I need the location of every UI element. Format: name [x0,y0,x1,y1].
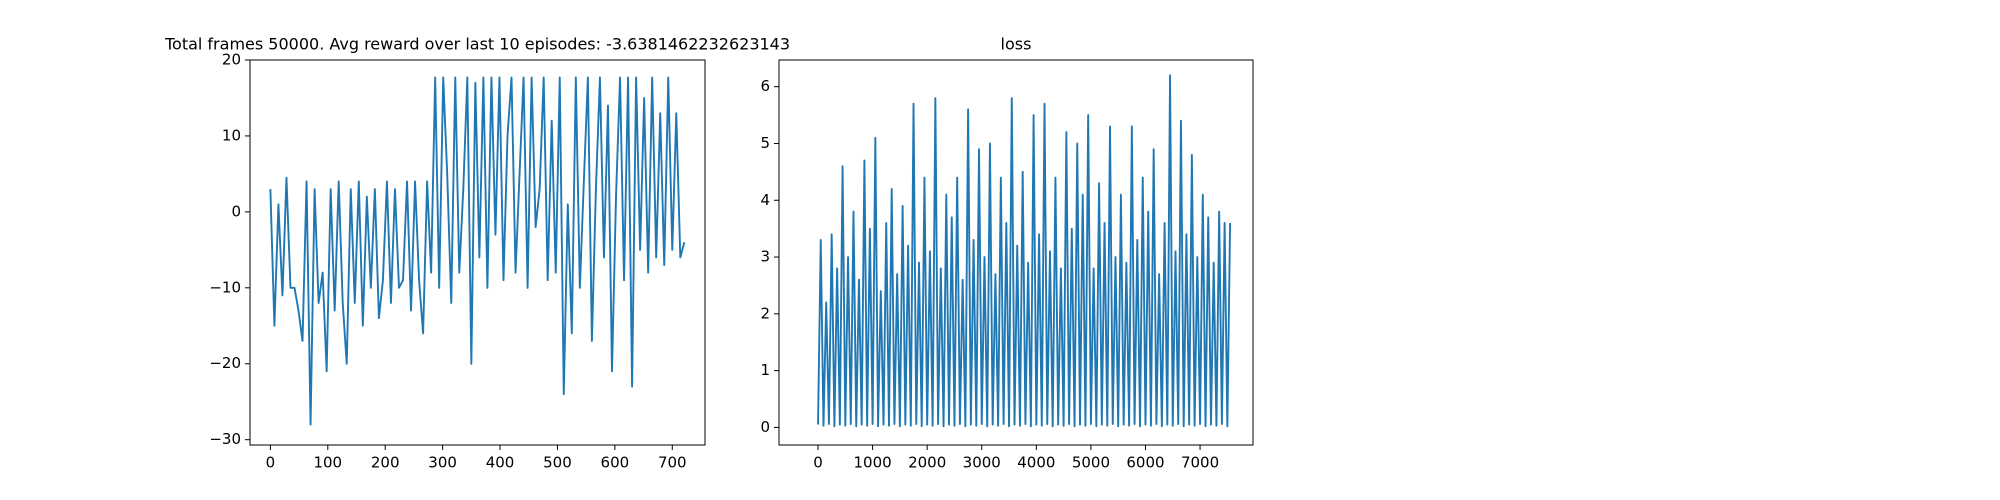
x-tick-label: 500 [543,454,572,472]
y-tick-label: 0 [231,202,241,220]
y-tick-label: −20 [209,354,241,372]
x-tick-label: 0 [266,454,276,472]
x-tick-label: 5000 [1072,454,1110,472]
axes-frame [778,59,1254,446]
y-tick-label: 5 [760,134,770,152]
y-tick-label: 6 [760,77,770,95]
x-tick-label: 2000 [908,454,946,472]
y-tick-label: 10 [222,126,241,144]
x-tick-label: 0 [813,454,823,472]
y-tick-label: 2 [760,304,770,322]
y-tick-label: −30 [209,430,241,448]
x-tick-label: 4000 [1017,454,1055,472]
x-tick-label: 6000 [1126,454,1164,472]
data-line [269,76,686,426]
x-tick-label: 200 [371,454,400,472]
y-tick-label: 1 [760,361,770,379]
data-line [817,74,1232,428]
y-tick-label: 20 [222,51,241,69]
y-tick-label: 3 [760,248,770,266]
axes-frame [249,59,706,446]
y-tick-label: 0 [760,418,770,436]
x-tick-label: 600 [601,454,630,472]
x-tick-label: 100 [313,454,342,472]
chart-title: loss [1001,35,1032,54]
x-tick-label: 300 [428,454,457,472]
x-tick-label: 7000 [1181,454,1219,472]
x-tick-label: 400 [486,454,515,472]
chart-title: Total frames 50000. Avg reward over last… [164,35,790,54]
x-tick-label: 1000 [854,454,892,472]
x-tick-label: 700 [658,454,687,472]
y-tick-label: −10 [209,278,241,296]
y-tick-label: 4 [760,191,770,209]
x-tick-label: 3000 [963,454,1001,472]
